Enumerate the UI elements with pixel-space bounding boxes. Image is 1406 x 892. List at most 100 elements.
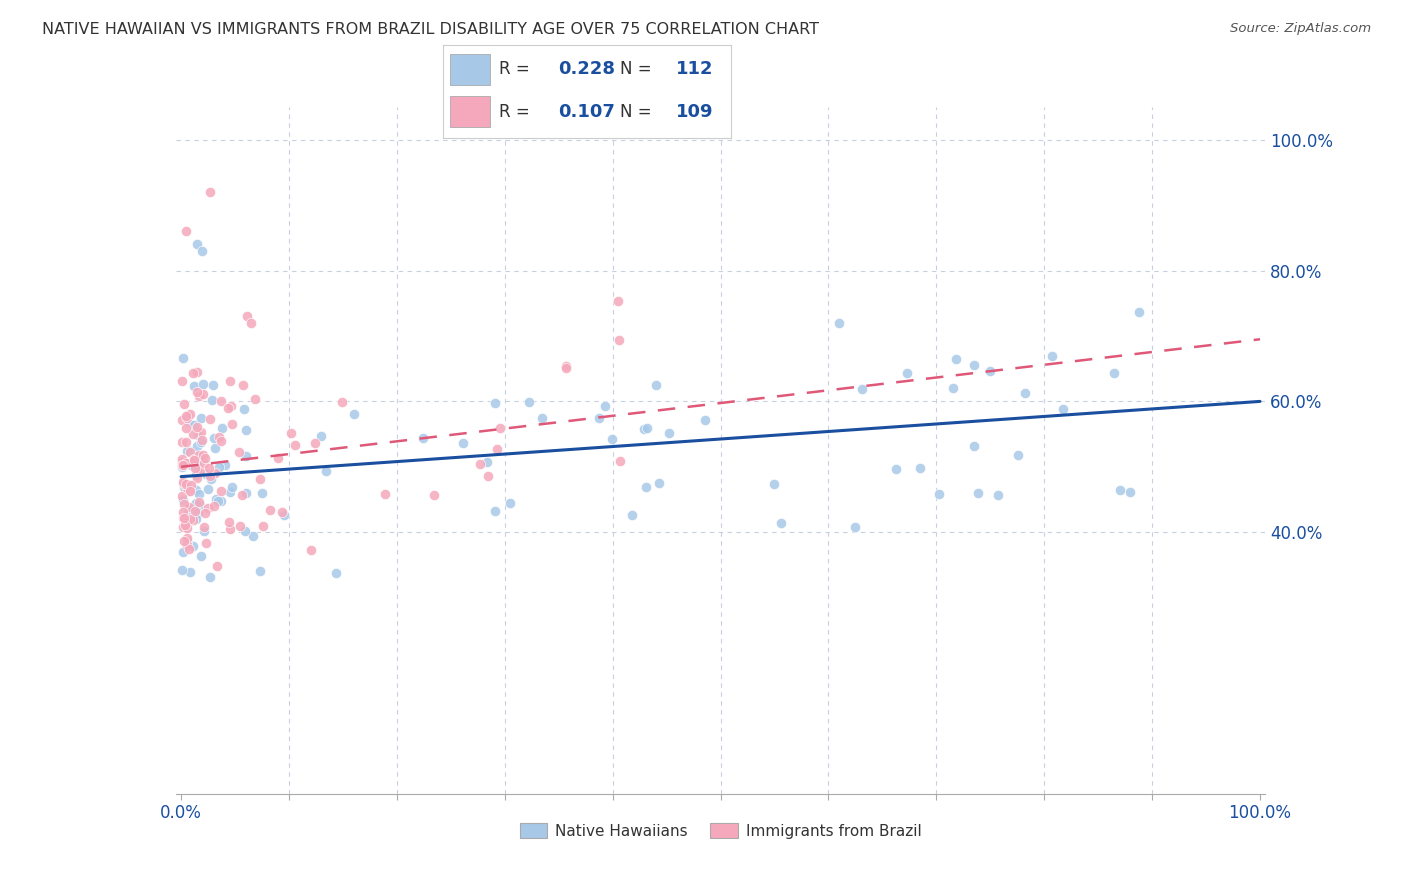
Point xyxy=(176,224,198,238)
Point xyxy=(177,500,200,515)
Point xyxy=(176,532,198,546)
Point xyxy=(304,436,326,450)
Point xyxy=(191,376,214,391)
Point xyxy=(232,378,254,392)
Point xyxy=(198,461,221,475)
Point xyxy=(267,450,290,465)
Point xyxy=(174,409,197,424)
Bar xyxy=(450,54,491,85)
Point xyxy=(593,399,616,413)
Point xyxy=(172,489,194,503)
Point xyxy=(884,462,907,476)
Point xyxy=(179,483,201,498)
Point xyxy=(942,381,965,395)
Point xyxy=(489,421,512,435)
Point xyxy=(963,439,986,453)
Point xyxy=(172,458,194,472)
Point xyxy=(188,389,211,403)
Point xyxy=(945,351,967,366)
Point xyxy=(177,542,200,557)
Point xyxy=(176,476,198,491)
Point xyxy=(211,394,233,409)
Point xyxy=(200,185,222,199)
Point xyxy=(194,450,217,465)
Point xyxy=(186,237,208,252)
Point xyxy=(172,505,194,519)
Point xyxy=(183,452,205,467)
Point xyxy=(193,520,215,534)
Point xyxy=(179,443,201,458)
Point xyxy=(187,487,209,501)
Point xyxy=(173,511,195,525)
Point xyxy=(198,570,221,584)
Point xyxy=(1040,350,1063,364)
Point xyxy=(484,396,506,410)
Point xyxy=(1014,385,1036,400)
Point xyxy=(186,464,208,478)
Point xyxy=(211,421,233,435)
Point xyxy=(176,538,198,552)
Point xyxy=(173,480,195,494)
Point xyxy=(219,400,242,414)
Point xyxy=(177,503,200,517)
Text: 0.107: 0.107 xyxy=(558,103,614,120)
Point xyxy=(174,517,197,532)
Point xyxy=(499,496,522,510)
Point xyxy=(245,392,267,406)
Point xyxy=(179,407,201,421)
Point xyxy=(172,458,194,472)
Point xyxy=(309,429,332,443)
Point xyxy=(190,434,212,449)
Point xyxy=(910,460,932,475)
Point xyxy=(181,366,204,380)
Legend: Native Hawaiians, Immigrants from Brazil: Native Hawaiians, Immigrants from Brazil xyxy=(513,817,928,845)
Point xyxy=(191,433,214,447)
Point xyxy=(271,505,294,519)
Point xyxy=(531,411,554,425)
Point xyxy=(218,522,240,536)
Point xyxy=(181,426,204,441)
Point xyxy=(205,559,228,574)
Point xyxy=(186,439,208,453)
Point xyxy=(190,425,212,440)
Point xyxy=(250,486,273,500)
Point xyxy=(191,244,214,258)
Point xyxy=(1128,305,1150,319)
Point xyxy=(176,434,198,449)
Point xyxy=(644,378,666,392)
Point xyxy=(184,467,207,482)
Text: 0.228: 0.228 xyxy=(558,61,616,78)
Point xyxy=(184,496,207,510)
Point xyxy=(315,464,337,478)
Text: 112: 112 xyxy=(676,61,714,78)
Point xyxy=(195,536,218,550)
Point xyxy=(204,466,226,480)
Point xyxy=(928,487,950,501)
Point xyxy=(172,435,194,450)
Point xyxy=(252,518,274,533)
Point xyxy=(193,448,215,462)
Point xyxy=(468,457,491,471)
Point xyxy=(299,543,322,558)
Point xyxy=(1007,448,1029,462)
Text: NATIVE HAWAIIAN VS IMMIGRANTS FROM BRAZIL DISABILITY AGE OVER 75 CORRELATION CHA: NATIVE HAWAIIAN VS IMMIGRANTS FROM BRAZI… xyxy=(42,22,820,37)
Point xyxy=(259,503,281,517)
Text: Source: ZipAtlas.com: Source: ZipAtlas.com xyxy=(1230,22,1371,36)
Point xyxy=(555,361,578,376)
Point xyxy=(172,511,194,525)
Point xyxy=(174,456,197,470)
Point xyxy=(172,563,194,577)
Text: R =: R = xyxy=(499,61,536,78)
Point xyxy=(979,364,1001,378)
Point xyxy=(554,359,576,373)
Point xyxy=(636,480,658,494)
Point xyxy=(186,420,208,434)
Point xyxy=(172,493,194,508)
Point xyxy=(183,449,205,463)
Point xyxy=(198,469,221,483)
Point xyxy=(188,450,211,464)
Point xyxy=(600,432,623,446)
Point xyxy=(204,491,226,506)
Point xyxy=(485,442,508,456)
Point xyxy=(658,425,681,440)
